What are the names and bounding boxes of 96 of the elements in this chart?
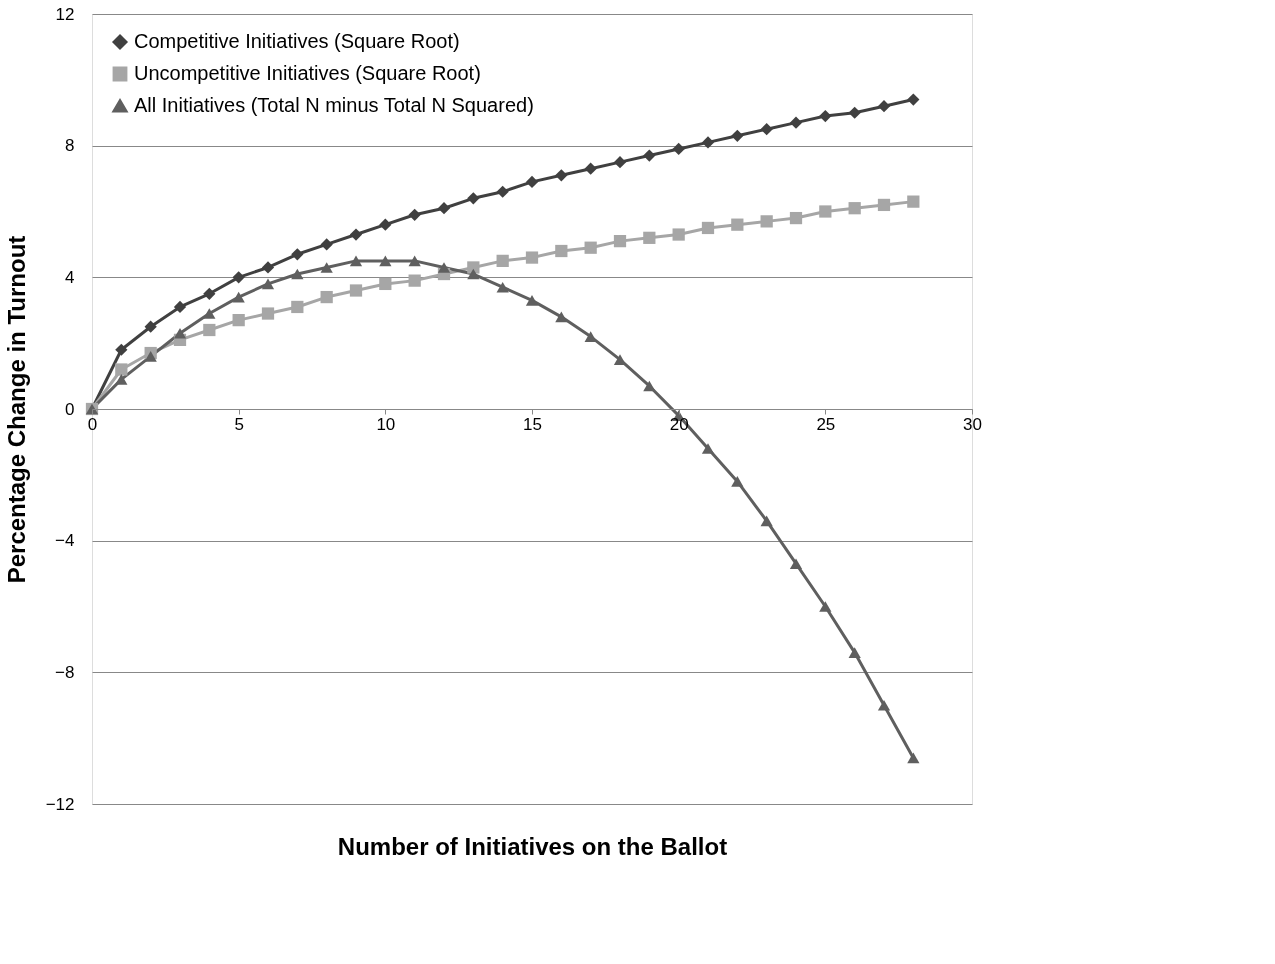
point <box>320 262 333 273</box>
legend-label: All Initiatives (Total N minus Total N Squared) <box>134 94 534 116</box>
point <box>115 363 128 376</box>
point <box>291 268 304 280</box>
point <box>877 198 891 212</box>
point <box>819 601 832 612</box>
point <box>144 320 157 333</box>
point <box>525 175 539 188</box>
point <box>584 241 597 254</box>
point <box>789 558 803 570</box>
point <box>467 192 480 205</box>
point <box>408 274 421 287</box>
point <box>115 343 128 356</box>
point <box>496 254 509 267</box>
point <box>877 699 891 711</box>
x-tick-label: 30 <box>963 414 982 434</box>
point <box>701 136 715 149</box>
x-tick-label: 10 <box>376 414 396 434</box>
point <box>877 100 891 113</box>
y-tick-label: 4 <box>65 267 75 287</box>
point <box>643 231 656 244</box>
point <box>731 476 744 487</box>
point <box>789 116 803 129</box>
point <box>701 221 715 235</box>
point <box>731 218 744 231</box>
point <box>291 300 304 314</box>
point <box>525 251 539 264</box>
point <box>349 284 363 297</box>
point <box>291 248 304 261</box>
point <box>349 228 363 241</box>
point <box>731 129 744 142</box>
point <box>203 287 216 300</box>
point <box>467 268 480 280</box>
point <box>672 228 685 241</box>
point <box>379 277 392 291</box>
y-tick-label: 12 <box>55 4 75 24</box>
legend-label: Competitive Initiatives (Square Root) <box>134 30 460 52</box>
point <box>320 290 333 304</box>
y-axis-title: Percentage Change in Turnout <box>2 235 30 584</box>
point <box>555 169 568 182</box>
y-tick-label: −4 <box>55 531 75 551</box>
x-tick-label: 25 <box>816 414 836 434</box>
point <box>789 211 803 225</box>
point <box>643 149 656 162</box>
x-tick-label: 15 <box>523 414 542 434</box>
point <box>261 307 275 320</box>
point <box>701 443 715 454</box>
point <box>232 291 245 303</box>
point <box>672 142 685 156</box>
point <box>115 374 128 385</box>
point <box>320 238 333 251</box>
point <box>496 185 509 198</box>
point <box>379 255 392 267</box>
point <box>760 123 773 136</box>
y-tick-label: 0 <box>65 399 75 419</box>
point <box>819 109 832 123</box>
point <box>173 327 187 339</box>
point <box>555 311 568 323</box>
point <box>408 255 421 267</box>
point <box>584 162 597 175</box>
point <box>173 300 187 314</box>
point <box>496 281 509 293</box>
point <box>907 752 920 764</box>
point <box>907 93 920 106</box>
y-tick-label: −8 <box>55 662 75 682</box>
point <box>848 202 861 215</box>
point <box>555 244 568 258</box>
point <box>760 215 773 228</box>
y-tick-label: 8 <box>65 136 75 156</box>
point <box>525 295 539 306</box>
point <box>643 380 656 392</box>
point <box>203 308 216 319</box>
point <box>261 278 275 290</box>
point <box>819 205 832 218</box>
point <box>232 314 245 327</box>
x-tick-label: 5 <box>234 414 244 434</box>
point <box>232 271 245 284</box>
point <box>613 156 627 169</box>
point <box>613 235 627 248</box>
point <box>613 354 627 365</box>
point <box>907 195 920 208</box>
point <box>437 202 451 215</box>
point <box>261 261 275 274</box>
point <box>760 515 773 527</box>
point <box>848 647 861 658</box>
point <box>379 218 392 231</box>
point <box>437 262 451 273</box>
point <box>467 261 480 274</box>
y-tick-label: −12 <box>45 794 75 814</box>
x-tick-label: 0 <box>87 414 98 434</box>
point <box>203 323 216 337</box>
point <box>408 208 421 221</box>
point <box>349 255 363 267</box>
point <box>848 106 861 119</box>
legend-label: Uncompetitive Initiatives (Square Root) <box>134 62 481 84</box>
x-axis-title: Number of Initiatives on the Ballot <box>337 832 728 860</box>
